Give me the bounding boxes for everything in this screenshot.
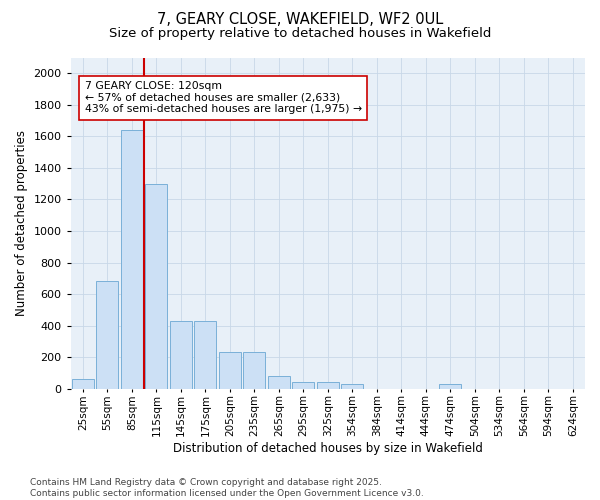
X-axis label: Distribution of detached houses by size in Wakefield: Distribution of detached houses by size …: [173, 442, 483, 455]
Bar: [219, 352, 241, 389]
Bar: [268, 376, 290, 389]
Bar: [97, 282, 118, 389]
Text: 7 GEARY CLOSE: 120sqm
← 57% of detached houses are smaller (2,633)
43% of semi-d: 7 GEARY CLOSE: 120sqm ← 57% of detached …: [85, 81, 362, 114]
Text: 7, GEARY CLOSE, WAKEFIELD, WF2 0UL: 7, GEARY CLOSE, WAKEFIELD, WF2 0UL: [157, 12, 443, 28]
Bar: [341, 384, 364, 389]
Bar: [121, 130, 143, 389]
Bar: [292, 382, 314, 389]
Y-axis label: Number of detached properties: Number of detached properties: [15, 130, 28, 316]
Text: Size of property relative to detached houses in Wakefield: Size of property relative to detached ho…: [109, 28, 491, 40]
Bar: [170, 321, 192, 389]
Bar: [439, 384, 461, 389]
Text: Contains HM Land Registry data © Crown copyright and database right 2025.
Contai: Contains HM Land Registry data © Crown c…: [30, 478, 424, 498]
Bar: [72, 378, 94, 389]
Bar: [145, 184, 167, 389]
Bar: [244, 352, 265, 389]
Bar: [317, 382, 339, 389]
Bar: [194, 321, 217, 389]
